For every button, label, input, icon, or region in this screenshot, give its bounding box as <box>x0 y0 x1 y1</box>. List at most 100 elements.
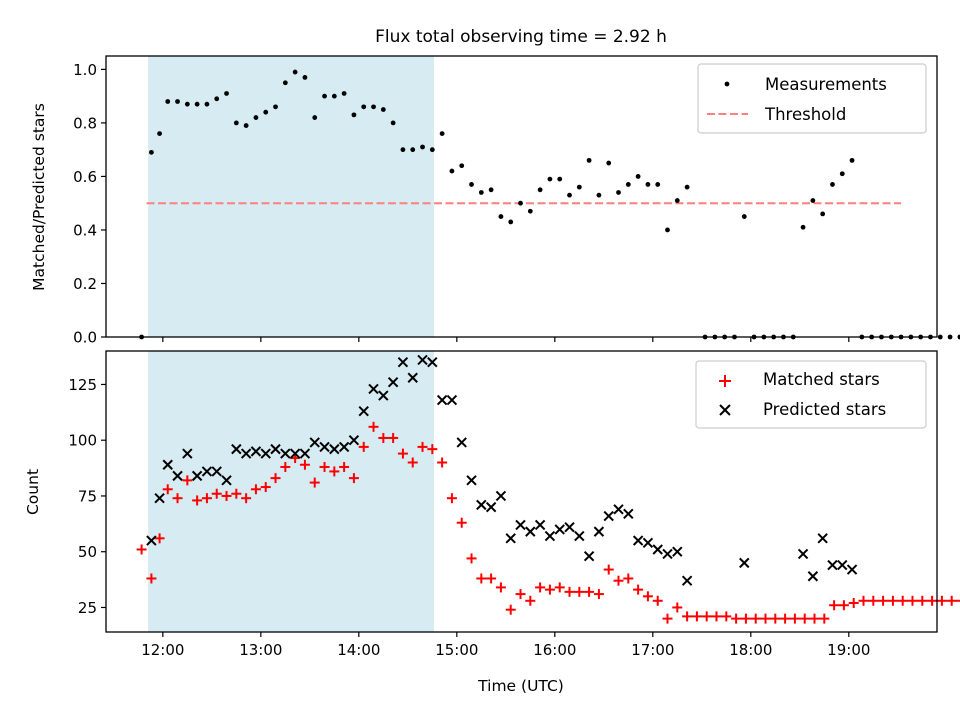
ratio-y-ticks: 0.0 0.2 0.4 0.6 0.8 1.0 <box>73 61 106 347</box>
matched-star-point <box>682 611 693 622</box>
matched-star-point <box>760 613 771 624</box>
predicted-star-point <box>613 504 624 515</box>
measurement-point <box>410 147 416 153</box>
matched-star-point <box>515 589 526 600</box>
predicted-star-point <box>515 519 526 531</box>
predicted-star-point <box>505 533 516 544</box>
measurement-point <box>518 200 523 206</box>
matched-star-point <box>407 457 418 468</box>
matched-star-point <box>633 584 644 595</box>
measurement-point <box>498 214 504 219</box>
predicted-star-point <box>240 448 252 459</box>
matched-star-point <box>672 602 683 613</box>
measurement-point <box>312 115 318 120</box>
measurement-point <box>547 176 553 182</box>
predicted-star-point <box>672 546 683 557</box>
matched-star-point <box>378 432 389 443</box>
measurement-point <box>567 192 572 198</box>
predicted-star-point <box>201 466 213 477</box>
predicted-stars-points <box>146 354 858 586</box>
predicted-star-point <box>397 356 409 368</box>
matched-star-point <box>701 611 712 622</box>
y-tick-label: 1.0 <box>73 61 97 79</box>
predicted-star-point <box>466 475 477 486</box>
legend-predicted-label: Predicted stars <box>763 400 886 419</box>
predicted-star-point <box>146 535 157 546</box>
matched-star-point <box>603 564 614 575</box>
matched-star-point <box>495 582 506 593</box>
matched-star-point <box>613 575 624 586</box>
matched-star-point <box>456 517 467 528</box>
measurement-point <box>292 69 298 75</box>
predicted-star-point <box>417 354 428 366</box>
matched-star-point <box>280 461 291 472</box>
predicted-star-point <box>319 441 330 453</box>
measurement-point <box>214 96 220 102</box>
predicted-star-point <box>603 510 614 522</box>
matched-star-point <box>388 432 399 443</box>
legend-measurements-marker <box>724 81 730 87</box>
predicted-star-point <box>564 521 575 533</box>
y-tick-label: 0.0 <box>73 329 97 347</box>
predicted-star-point <box>289 448 301 459</box>
measurement-point <box>625 182 631 187</box>
legend-matched-label: Matched stars <box>763 370 880 389</box>
measurement-point <box>331 93 337 99</box>
measurement-point <box>800 224 806 230</box>
predicted-star-point <box>662 548 673 560</box>
matched-star-point <box>829 600 840 611</box>
predicted-star-point <box>525 526 536 537</box>
x-tick-label: 17:00 <box>631 641 674 659</box>
matched-star-point <box>368 421 379 432</box>
matched-star-point <box>956 599 960 602</box>
predicted-star-point <box>221 475 232 486</box>
count-y-ticks: 25 50 75 100 125 <box>68 376 106 617</box>
measurement-point <box>282 80 288 86</box>
measurement-point <box>557 176 563 182</box>
matched-star-point <box>780 613 791 624</box>
measurement-point <box>175 99 180 104</box>
measurement-point <box>576 184 582 190</box>
measurement-point <box>194 101 200 107</box>
measurement-point <box>508 219 514 225</box>
legend-measurements-label: Measurements <box>765 75 887 94</box>
predicted-star-point <box>299 448 311 459</box>
x-tick-label: 14:00 <box>337 641 380 659</box>
ratio-legend: Measurements Threshold <box>697 63 927 134</box>
predicted-star-point <box>632 535 644 546</box>
measurement-point <box>243 123 249 128</box>
measurement-point <box>830 182 835 187</box>
matched-star-point <box>146 573 157 584</box>
matched-star-point <box>917 595 928 606</box>
y-tick-label: 50 <box>78 543 97 561</box>
y-tick-label: 100 <box>68 432 97 450</box>
measurement-point <box>273 104 278 110</box>
predicted-star-point <box>427 356 438 368</box>
matched-star-point <box>593 589 604 600</box>
matched-star-point <box>192 495 203 506</box>
measurement-point <box>684 184 690 190</box>
matched-star-point <box>574 586 585 597</box>
matched-star-point <box>136 544 147 555</box>
matched-star-point <box>936 595 947 606</box>
measurement-point <box>390 120 396 126</box>
y-tick-label: 0.2 <box>73 275 97 293</box>
measurement-point <box>665 227 670 233</box>
matched-star-point <box>162 484 173 495</box>
measurement-point <box>302 75 308 80</box>
predicted-star-point <box>172 470 183 482</box>
count-y-label: Count <box>24 469 42 515</box>
measurement-point <box>253 115 259 120</box>
y-tick-label: 0.8 <box>73 114 97 132</box>
measurement-point <box>429 147 435 153</box>
measurement-point <box>527 208 533 214</box>
matched-star-point <box>858 595 869 606</box>
predicted-star-point <box>583 550 595 562</box>
matched-star-point <box>466 553 477 564</box>
measurement-point <box>361 104 367 110</box>
matched-star-point <box>711 611 722 622</box>
matched-star-point <box>584 586 595 597</box>
measurement-point <box>849 157 855 163</box>
predicted-star-point <box>358 406 369 417</box>
